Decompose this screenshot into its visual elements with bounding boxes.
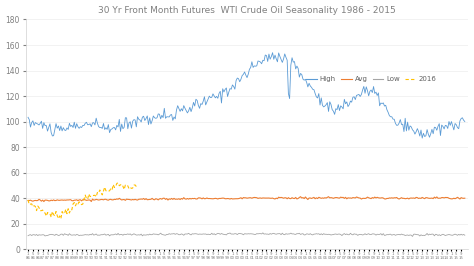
Title: 30 Yr Front Month Futures  WTI Crude Oil Seasonality 1986 - 2015: 30 Yr Front Month Futures WTI Crude Oil …: [98, 6, 396, 15]
Legend: High, Avg, Low, 2016: High, Avg, Low, 2016: [304, 73, 439, 85]
